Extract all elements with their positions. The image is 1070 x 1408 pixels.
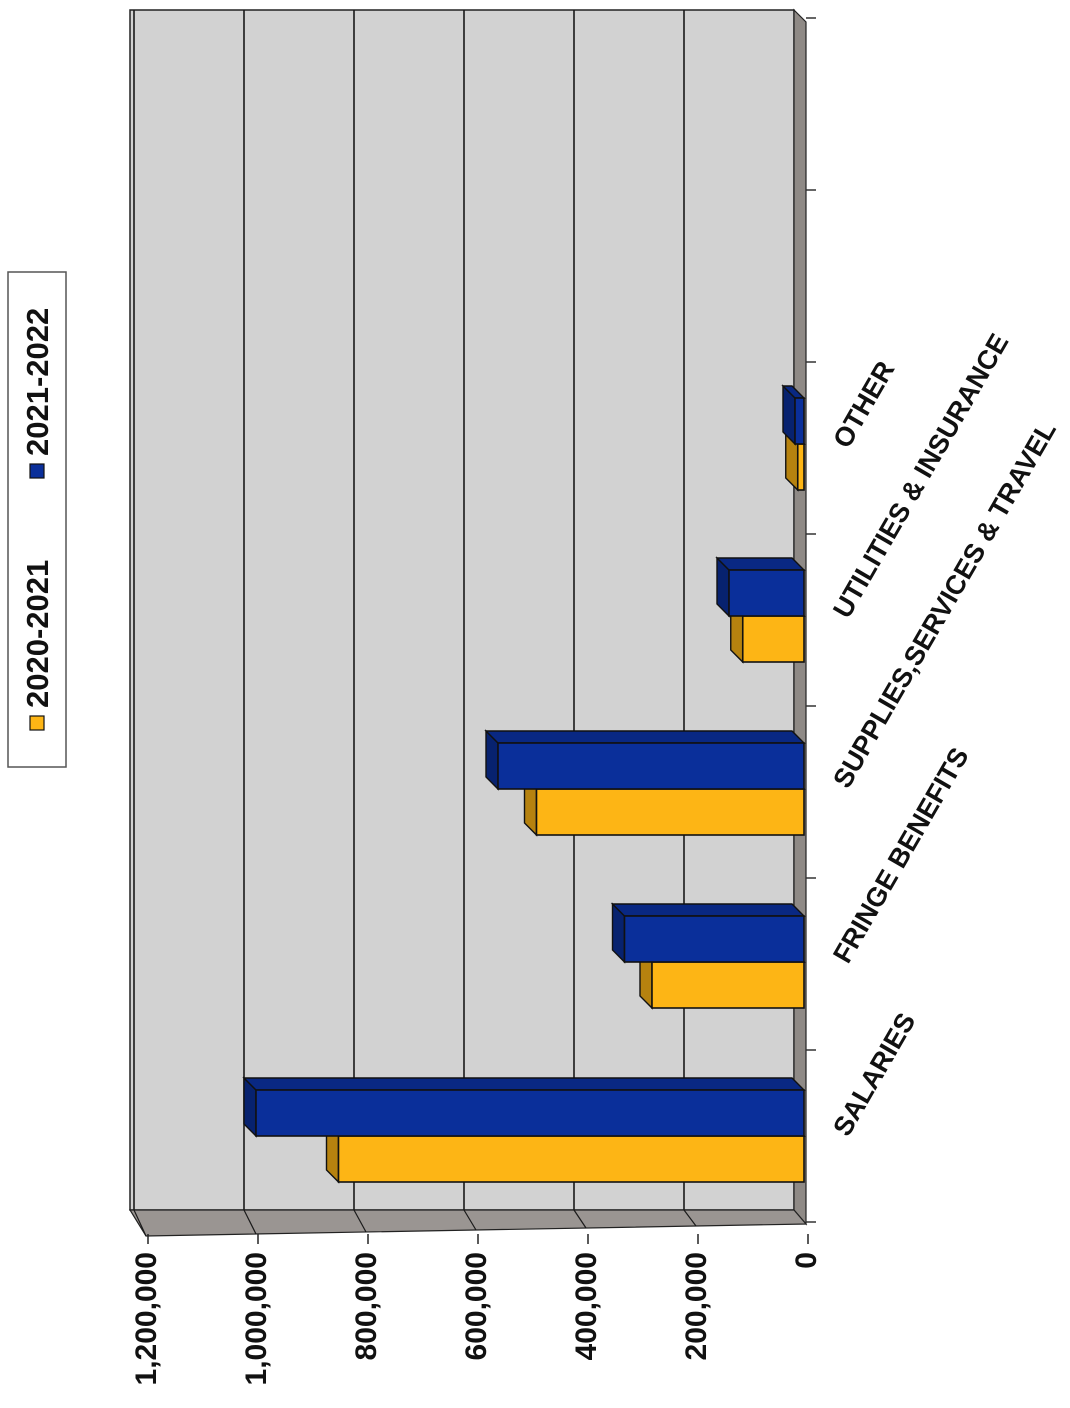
bar-top-face xyxy=(715,557,806,571)
bar-2021-2022 xyxy=(484,729,806,791)
value-tick-label: 1,200,000 xyxy=(130,1252,163,1385)
bar-2021-2022 xyxy=(610,902,806,964)
bar-front-face xyxy=(255,1089,805,1137)
category-label: SALARIES xyxy=(827,1008,921,1141)
bar-2021-2022 xyxy=(715,556,806,618)
bar-front-face xyxy=(794,397,805,445)
floor-wall xyxy=(128,1209,808,1237)
plot-area xyxy=(128,8,816,1237)
back-wall xyxy=(129,9,795,1211)
bar-2021-2022 xyxy=(242,1076,806,1138)
bar-front-face xyxy=(337,1135,805,1183)
floor-gridline xyxy=(133,1209,147,1237)
legend-swatch xyxy=(29,715,45,731)
bar-top-face xyxy=(484,730,806,744)
value-tick-label: 400,000 xyxy=(570,1252,603,1360)
legend-box xyxy=(7,271,67,768)
value-tick-label: 200,000 xyxy=(680,1252,713,1360)
floor-gridline xyxy=(683,1209,697,1227)
legend-label: 2020-2021 xyxy=(20,560,55,708)
legend: 2020-2021 2021-2022 xyxy=(7,271,67,768)
value-axis: 0 200,000 400,000 600,000 800,000 1,000,000 1,… xyxy=(130,1234,823,1385)
category-label: OTHER xyxy=(827,356,900,453)
bar-front-face xyxy=(623,915,805,963)
legend-swatch xyxy=(29,463,45,479)
bar-front-face xyxy=(651,961,805,1009)
floor-gridline xyxy=(353,1209,367,1233)
category-label: UTILITIES & INSURANCE xyxy=(827,329,1014,623)
value-tick-label: 600,000 xyxy=(460,1252,493,1360)
bar-front-face xyxy=(741,615,805,663)
bar-front-face xyxy=(497,742,805,790)
legend-label: 2021-2022 xyxy=(20,308,55,456)
bars-group xyxy=(242,384,806,1184)
floor-gridline xyxy=(573,1209,587,1229)
bar-top-face xyxy=(610,903,806,917)
bar-top-face xyxy=(242,1077,806,1091)
value-tick-label: 0 xyxy=(790,1252,823,1269)
value-tick-label: 1,000,000 xyxy=(240,1252,273,1385)
bar-front-face xyxy=(535,788,805,836)
bar-2021-2022 xyxy=(781,384,806,446)
floor-gridline xyxy=(463,1209,477,1231)
bar-front-face xyxy=(728,569,805,617)
floor-gridline xyxy=(243,1209,257,1235)
bar-front-face xyxy=(796,443,805,491)
value-tick-label: 800,000 xyxy=(350,1252,383,1360)
